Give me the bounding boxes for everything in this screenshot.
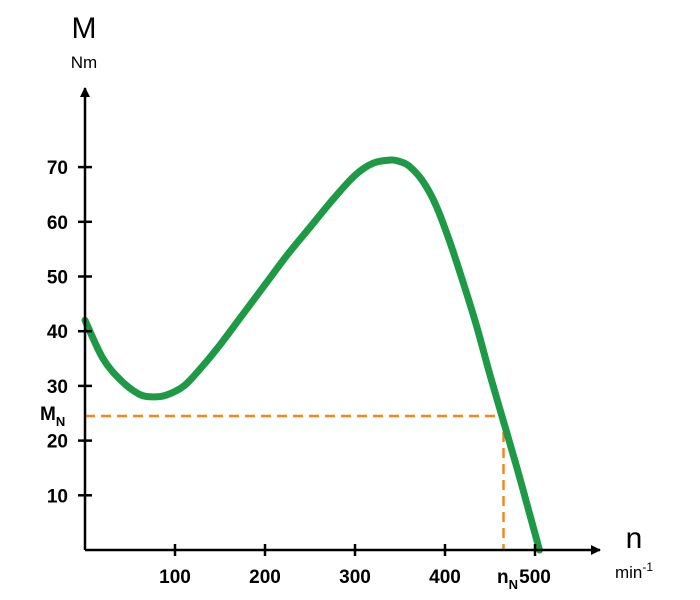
x-tick-label: 100 <box>159 567 191 588</box>
x-tick-label: 300 <box>339 567 371 588</box>
y-axis-unit: Nm <box>71 53 97 72</box>
x-axis-unit-exponent: -1 <box>642 560 653 574</box>
x-axis-unit-base: min <box>615 563 642 582</box>
y-tick-label: 50 <box>47 268 68 289</box>
rated-speed-label-subscript: N <box>509 577 518 592</box>
y-tick-label: 40 <box>47 322 68 343</box>
x-axis-ticks: 100 200 300 400 500 <box>159 544 551 588</box>
y-tick-label: 20 <box>47 432 68 453</box>
rated-speed-label: nN <box>497 567 518 592</box>
y-axis-ticks: 10 20 30 40 50 60 70 <box>47 158 92 507</box>
x-tick-label: 500 <box>519 567 551 588</box>
x-axis-unit: min-1 <box>615 560 653 582</box>
y-tick-label: 70 <box>47 158 68 179</box>
x-axis-symbol: n <box>626 522 643 555</box>
rated-speed-label-base: n <box>497 567 509 588</box>
torque-curve-line <box>81 156 543 554</box>
rated-torque-label: MN <box>40 404 65 429</box>
y-tick-label: 10 <box>47 486 68 507</box>
y-axis-symbol: M <box>72 12 97 45</box>
x-tick-label: 200 <box>249 567 281 588</box>
rated-torque-label-subscript: N <box>56 414 65 429</box>
rated-torque-label-base: M <box>40 404 56 425</box>
y-tick-label: 60 <box>47 213 68 234</box>
y-tick-label: 30 <box>47 377 68 398</box>
x-tick-label: 400 <box>429 567 461 588</box>
